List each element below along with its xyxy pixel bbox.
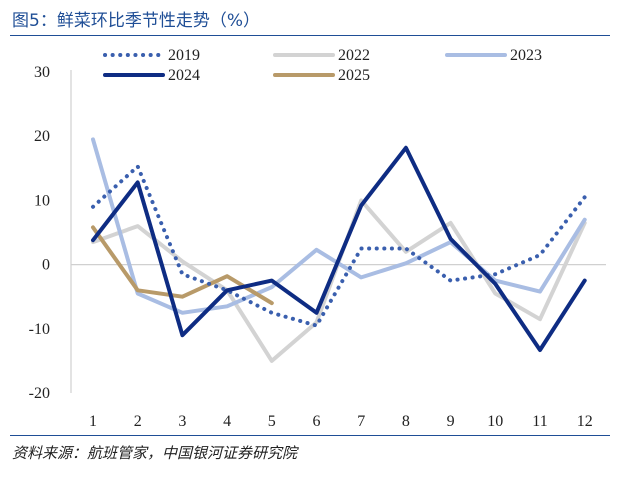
legend-label-2023: 2023 <box>510 47 542 64</box>
y-tick-label: 10 <box>34 192 50 209</box>
x-tick-label: 10 <box>487 413 503 430</box>
series-line-2024 <box>91 145 587 352</box>
legend-label-2022: 2022 <box>338 47 370 64</box>
y-tick-label: 0 <box>42 257 50 274</box>
series-line-2019 <box>91 164 587 328</box>
title-divider <box>10 35 610 36</box>
x-tick-label: 8 <box>402 413 410 430</box>
x-tick-label: 5 <box>268 413 276 430</box>
y-tick-label: 20 <box>34 128 50 145</box>
legend-label-2024: 2024 <box>168 67 200 84</box>
x-tick-label: 1 <box>89 413 97 430</box>
x-tick-label: 9 <box>447 413 455 430</box>
x-tick-label: 2 <box>134 413 142 430</box>
x-tick-label: 11 <box>532 413 547 430</box>
x-tick-label: 12 <box>577 413 593 430</box>
source-note: 资料来源：航班管家，中国银河证券研究院 <box>12 444 298 462</box>
legend-label-2025: 2025 <box>338 67 370 84</box>
y-tick-label: 30 <box>34 64 50 81</box>
x-tick-label: 7 <box>357 413 365 430</box>
source-divider <box>10 435 610 436</box>
x-tick-label: 3 <box>178 413 186 430</box>
legend-label-2019: 2019 <box>168 47 200 64</box>
chart-title: 图5：鲜菜环比季节性走势（%） <box>12 11 260 31</box>
y-tick-label: -20 <box>29 385 50 402</box>
y-tick-label: -10 <box>29 321 50 338</box>
x-tick-label: 6 <box>313 413 321 430</box>
x-tick-label: 4 <box>223 413 231 430</box>
